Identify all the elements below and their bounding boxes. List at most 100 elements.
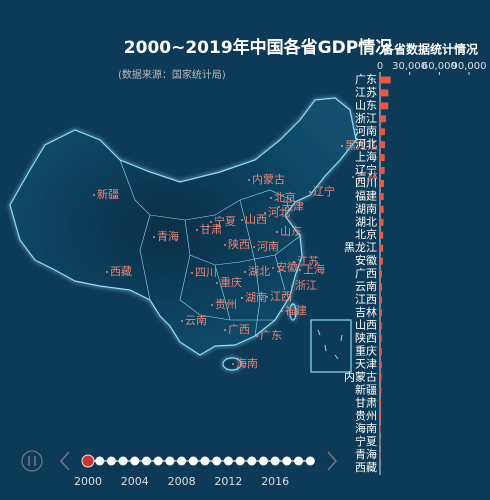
map-dot xyxy=(211,304,213,306)
map-label: 浙江 xyxy=(295,279,317,292)
y-tick-label: 内蒙古 xyxy=(344,369,377,383)
y-tick-label: 河北 xyxy=(355,138,377,151)
prev-button[interactable] xyxy=(59,451,70,471)
map-label: 青海 xyxy=(157,229,179,243)
timeline-dot[interactable] xyxy=(305,456,315,466)
map-dot xyxy=(253,246,255,248)
timeline-dot[interactable] xyxy=(130,456,140,466)
y-tick-label: 新疆 xyxy=(355,382,377,396)
timeline-dot[interactable] xyxy=(247,456,257,466)
bar xyxy=(380,399,382,407)
map-dot xyxy=(352,176,354,178)
timeline-dot[interactable] xyxy=(235,456,245,466)
bar xyxy=(380,412,382,420)
bar xyxy=(380,89,389,97)
timeline-label: 2004 xyxy=(121,475,149,488)
bar xyxy=(380,179,384,187)
bar xyxy=(380,141,385,149)
map-label: 辽宁 xyxy=(313,184,335,198)
bar xyxy=(380,425,381,433)
map-label: 山东 xyxy=(280,225,302,238)
bar xyxy=(380,128,385,136)
timeline-dot[interactable] xyxy=(118,456,128,466)
map-dot xyxy=(299,269,301,271)
next-button[interactable] xyxy=(327,451,338,471)
map-dot xyxy=(106,271,108,273)
map-dot xyxy=(224,244,226,246)
china-outline xyxy=(9,97,357,356)
timeline-dot[interactable] xyxy=(259,456,268,466)
timeline-label: 2008 xyxy=(168,475,196,488)
timeline-dot[interactable] xyxy=(142,456,151,466)
timeline-dot[interactable] xyxy=(294,456,304,466)
south-sea-islands xyxy=(317,329,343,360)
y-tick-label: 黑龙江 xyxy=(344,241,377,254)
bar xyxy=(380,115,387,123)
y-tick-label: 安徽 xyxy=(355,253,377,267)
map-label: 河南 xyxy=(257,240,279,253)
map-dot xyxy=(248,179,250,181)
map-dot xyxy=(293,261,295,263)
y-tick-label: 山东 xyxy=(355,99,377,112)
y-tick-label: 福建 xyxy=(355,188,377,202)
map-label: 河北 xyxy=(268,206,290,219)
map-label: 湖南 xyxy=(245,291,267,304)
y-tick-label: 广东 xyxy=(355,73,377,86)
timeline-dot[interactable] xyxy=(177,456,187,466)
map-dot xyxy=(241,297,243,299)
map-dot xyxy=(196,229,198,231)
timeline-dot[interactable] xyxy=(188,456,198,466)
timeline-dot[interactable] xyxy=(270,456,280,466)
map-label: 江苏 xyxy=(297,255,319,268)
y-tick-label: 江苏 xyxy=(355,86,377,99)
y-tick-label: 广西 xyxy=(355,267,377,280)
timeline-dot[interactable] xyxy=(223,456,233,466)
map-dot xyxy=(281,310,283,312)
map-label: 海南 xyxy=(236,356,258,370)
map-label: 安徽 xyxy=(276,260,298,274)
y-tick-label: 陕西 xyxy=(355,331,377,345)
map-dot xyxy=(224,329,226,331)
bar xyxy=(380,283,382,291)
y-tick-label: 甘肃 xyxy=(355,396,377,409)
map-label: 广西 xyxy=(228,323,250,336)
timeline-dot[interactable] xyxy=(165,456,175,466)
y-tick-label: 江西 xyxy=(355,293,377,306)
timeline-dot[interactable] xyxy=(200,456,210,466)
map-dot xyxy=(241,219,243,221)
timeline-label: 2012 xyxy=(214,475,242,488)
bar xyxy=(380,296,382,304)
map-dot xyxy=(309,191,311,193)
play-button[interactable] xyxy=(21,450,43,472)
bar xyxy=(380,218,384,226)
bar xyxy=(380,154,385,162)
timeline-dot[interactable] xyxy=(106,456,116,466)
timeline-dot[interactable] xyxy=(282,456,292,466)
map-label: 贵州 xyxy=(215,298,237,311)
y-tick-label: 贵州 xyxy=(355,409,377,422)
timeline-dot[interactable] xyxy=(81,454,95,468)
y-tick-label: 西藏 xyxy=(355,461,377,474)
map-dot xyxy=(264,212,266,214)
map-label: 湖北 xyxy=(248,265,270,278)
timeline: 2000 2004 2008 2012 2016 xyxy=(21,450,338,488)
map-dot xyxy=(272,267,274,269)
timeline-dot[interactable] xyxy=(153,456,163,466)
map-dot xyxy=(278,206,280,208)
y-tick-label: 湖南 xyxy=(355,202,377,215)
map-label: 吉林 xyxy=(356,169,378,183)
map-dot xyxy=(270,197,272,199)
bar xyxy=(380,257,383,265)
bar-title: 各省数据统计情况 xyxy=(381,42,478,57)
y-tick-label: 青海 xyxy=(355,447,377,461)
map-dot xyxy=(232,363,234,365)
timeline-label: 2016 xyxy=(261,475,289,488)
bar xyxy=(380,373,382,381)
bar xyxy=(380,244,384,252)
map-dot xyxy=(256,335,258,337)
timeline-dot[interactable] xyxy=(95,456,105,466)
timeline-dot[interactable] xyxy=(212,456,222,466)
timeline-label: 2000 xyxy=(74,475,102,488)
